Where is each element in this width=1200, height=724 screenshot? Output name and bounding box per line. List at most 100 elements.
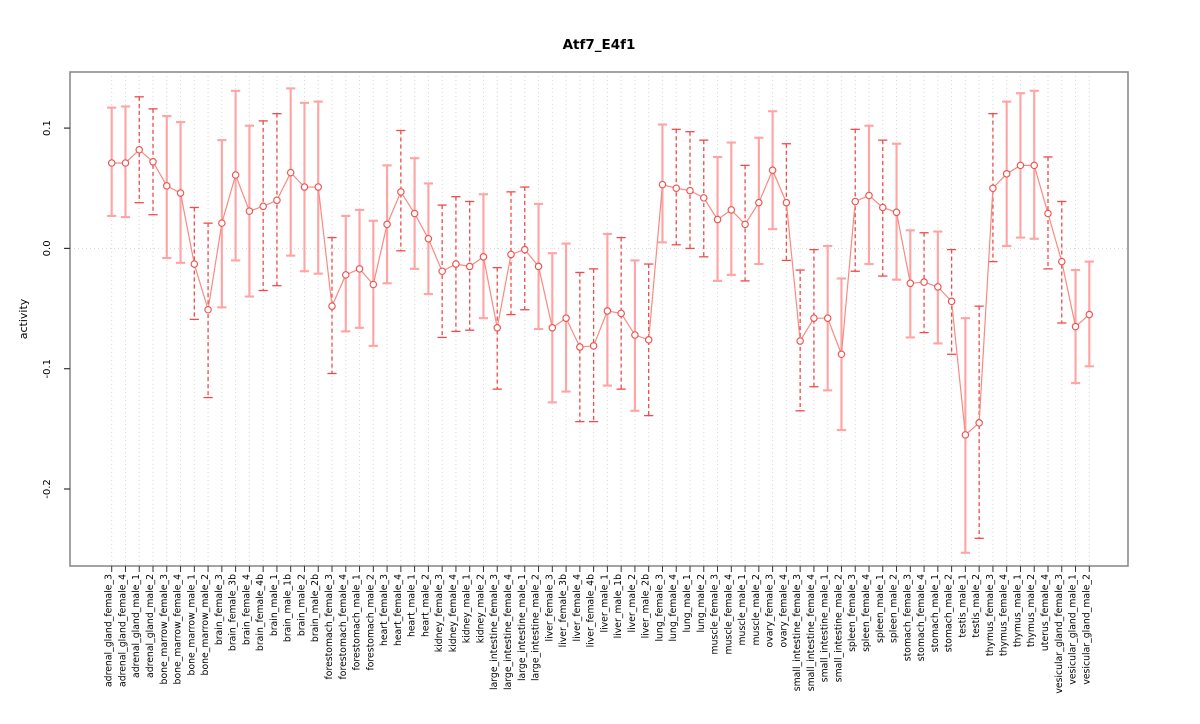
y-tick-label: -0.2 — [42, 479, 53, 499]
data-point — [245, 207, 254, 215]
x-tick-label: brain_female_3 — [214, 574, 225, 645]
x-tick-label: liver_female_3 — [544, 574, 555, 642]
x-tick-label: vesicular_gland_male_2 — [1081, 574, 1092, 685]
x-tick-label: brain_male_1 — [269, 574, 280, 636]
x-tick-label: large_intestine_male_1 — [517, 574, 528, 681]
x-tick-label: heart_male_2 — [420, 574, 431, 637]
x-tick-label: stomach_female_4 — [916, 574, 927, 661]
data-point — [865, 191, 873, 200]
data-markers — [107, 145, 1094, 439]
series-line — [111, 148, 1090, 437]
data-point — [1071, 322, 1080, 331]
x-tick-label: small_intestine_male_2 — [833, 574, 844, 682]
data-point — [548, 324, 557, 332]
x-tick-label: spleen_female_3 — [847, 574, 858, 652]
data-point — [438, 267, 446, 276]
data-point — [424, 235, 433, 243]
data-point — [576, 343, 584, 351]
x-tick-label: muscle_male_1 — [737, 574, 748, 646]
data-point — [1057, 257, 1066, 266]
chart-title: Atf7_E4f1 — [563, 37, 636, 53]
x-tick-label: adrenal_gland_male_1 — [131, 574, 142, 678]
data-point — [273, 196, 281, 205]
x-tick-label: thymus_female_3 — [985, 574, 996, 656]
data-point — [204, 305, 212, 314]
x-tick-label: liver_female_3b — [558, 574, 569, 647]
x-tick-label: thymus_female_4 — [999, 574, 1010, 656]
data-point — [796, 337, 804, 345]
data-point — [562, 314, 570, 322]
x-tick-label: kidney_male_2 — [475, 574, 486, 643]
x-tick-label: muscle_female_3 — [710, 574, 721, 655]
data-point — [1030, 161, 1038, 170]
x-tick-label: adrenal_gland_male_2 — [145, 574, 156, 678]
x-tick-label: stomach_female_3 — [902, 574, 913, 661]
x-tick-label: adrenal_gland_female_3 — [104, 574, 115, 687]
x-tick-label: large_intestine_female_4 — [503, 574, 514, 690]
data-point — [355, 265, 364, 273]
data-point — [617, 309, 625, 318]
gridlines — [70, 72, 1128, 566]
x-tick-label: brain_male_2b — [310, 574, 321, 642]
data-point — [934, 283, 942, 291]
x-tick-label: uterus_female_4 — [1040, 574, 1051, 651]
data-point — [176, 189, 185, 197]
data-point — [810, 314, 818, 322]
x-tick-label: small_intestine_female_3 — [792, 574, 803, 691]
x-tick-label: testis_male_1 — [957, 574, 968, 638]
data-point — [589, 342, 598, 350]
data-point — [259, 202, 267, 211]
data-point — [479, 253, 488, 261]
data-point — [906, 279, 915, 288]
data-point — [218, 219, 226, 227]
data-point — [755, 198, 763, 207]
data-point — [686, 186, 694, 195]
x-tick-label: kidney_male_1 — [462, 574, 473, 643]
x-tick-label: ovary_female_3 — [765, 574, 776, 648]
x-tick-label: spleen_male_1 — [875, 574, 886, 643]
x-tick-label: liver_male_1b — [613, 574, 624, 638]
data-point — [149, 158, 157, 166]
x-tick-label: thymus_male_2 — [1026, 574, 1037, 647]
x-tick-label: ovary_female_4 — [778, 574, 789, 648]
x-tick-label: liver_female_4 — [572, 574, 583, 642]
x-tick-label: lung_male_2 — [696, 574, 707, 633]
data-point — [782, 198, 791, 207]
data-point — [851, 197, 860, 206]
x-tick-label: spleen_female_4 — [861, 574, 872, 652]
data-point — [672, 184, 681, 193]
x-tick-label: stomach_male_1 — [930, 574, 941, 652]
data-point — [231, 171, 240, 179]
x-tick-label: forestomach_female_4 — [338, 574, 349, 680]
data-point — [644, 336, 653, 344]
x-tick-label: vesicular_gland_male_1 — [1068, 574, 1079, 685]
data-point — [603, 307, 612, 315]
x-tick-label: kidney_female_3 — [434, 574, 445, 652]
plot-box — [69, 71, 1129, 567]
data-point — [1002, 170, 1011, 178]
x-tick-label: muscle_female_4 — [723, 574, 734, 655]
data-point — [713, 215, 722, 224]
x-tick-label: heart_male_1 — [407, 574, 418, 637]
data-point — [823, 314, 832, 322]
x-tick-label: kidney_female_4 — [448, 574, 459, 652]
data-point — [465, 262, 474, 271]
x-tick-label: bone_marrow_male_1 — [186, 574, 197, 676]
data-point — [975, 419, 983, 427]
data-point — [520, 245, 529, 254]
data-point — [1016, 161, 1025, 170]
x-tick-label: large_intestine_female_3 — [489, 574, 500, 690]
data-point — [699, 194, 708, 202]
data-point — [658, 180, 667, 189]
data-point — [328, 302, 336, 310]
x-tick-label: brain_female_4b — [255, 574, 266, 651]
x-tick-label: lung_female_4 — [668, 574, 679, 642]
x-tick-label: small_intestine_female_4 — [806, 574, 817, 691]
data-point — [727, 206, 736, 214]
x-tick-label: liver_male_2b — [641, 574, 652, 638]
x-tick-label: adrenal_gland_female_4 — [117, 574, 128, 687]
y-tick-label: 0.0 — [42, 240, 53, 256]
data-point — [452, 260, 460, 268]
x-tick-label: thymus_male_1 — [1012, 574, 1023, 647]
